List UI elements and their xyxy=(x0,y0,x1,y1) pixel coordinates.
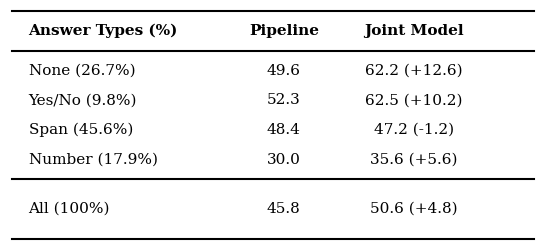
Text: 52.3: 52.3 xyxy=(267,93,301,107)
Text: 49.6: 49.6 xyxy=(267,64,301,78)
Text: 62.2 (+12.6): 62.2 (+12.6) xyxy=(365,64,463,78)
Text: 35.6 (+5.6): 35.6 (+5.6) xyxy=(371,152,458,166)
Text: Number (17.9%): Number (17.9%) xyxy=(28,152,158,166)
Text: 45.8: 45.8 xyxy=(267,202,301,216)
Text: Pipeline: Pipeline xyxy=(249,24,319,38)
Text: Span (45.6%): Span (45.6%) xyxy=(28,123,133,137)
Text: Joint Model: Joint Model xyxy=(364,24,464,38)
Text: 62.5 (+10.2): 62.5 (+10.2) xyxy=(365,93,463,107)
Text: All (100%): All (100%) xyxy=(28,202,110,216)
Text: None (26.7%): None (26.7%) xyxy=(28,64,135,78)
Text: Answer Types (%): Answer Types (%) xyxy=(28,24,178,38)
Text: 50.6 (+4.8): 50.6 (+4.8) xyxy=(370,202,458,216)
Text: 30.0: 30.0 xyxy=(267,152,301,166)
Text: 48.4: 48.4 xyxy=(267,123,301,137)
Text: 47.2 (-1.2): 47.2 (-1.2) xyxy=(374,123,454,137)
Text: Yes/No (9.8%): Yes/No (9.8%) xyxy=(28,93,137,107)
